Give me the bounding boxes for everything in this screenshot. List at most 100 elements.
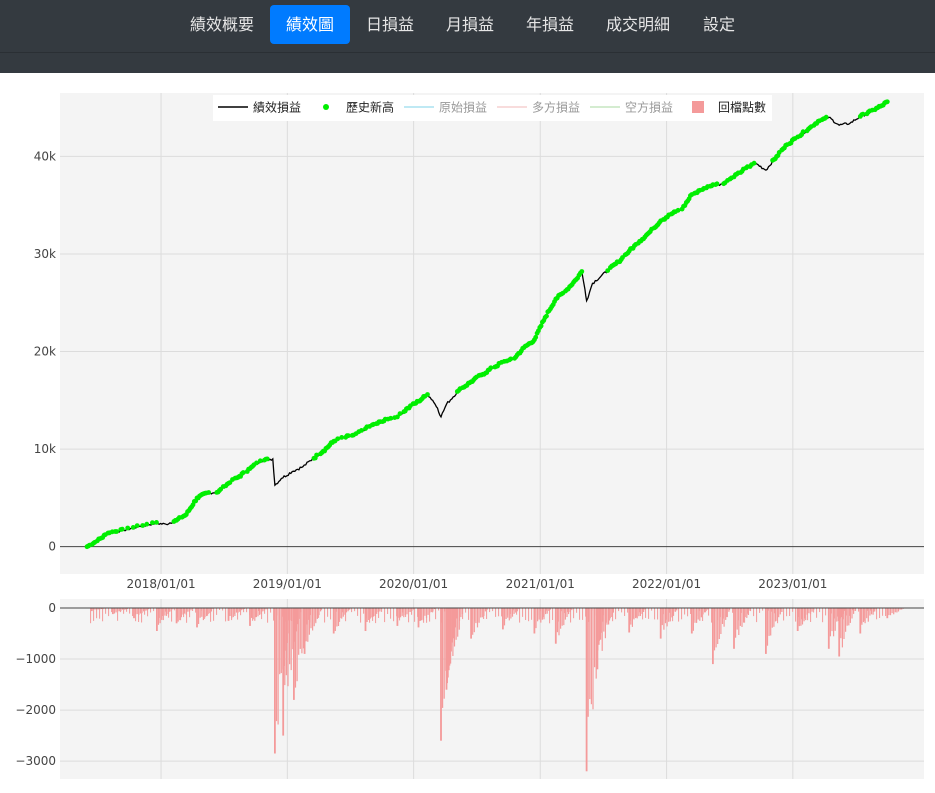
drawdown-bar [300, 608, 302, 613]
drawdown-bar [609, 608, 611, 621]
legend-label-new-high: 歷史新高 [346, 100, 394, 115]
drawdown-bar [265, 608, 267, 610]
tab-performance-chart[interactable]: 績效圖 [270, 5, 350, 44]
drawdown-bar [294, 608, 296, 620]
tab-settings[interactable]: 設定 [702, 15, 735, 34]
drawdown-bar [443, 608, 445, 699]
drawdown-bar [441, 608, 443, 623]
drawdown-bar [741, 608, 743, 613]
drawdown-bar [744, 608, 746, 623]
drawdown-bar [855, 608, 857, 611]
drawdown-bar [549, 608, 551, 610]
drawdown-bar [156, 608, 158, 631]
drawdown-bar [141, 608, 143, 623]
x-tick-label: 2018/01/01 [126, 577, 195, 591]
drawdown-bar [165, 608, 168, 616]
drawdown-bar [844, 608, 846, 611]
drawdown-bar [699, 608, 701, 621]
drawdown-bar [379, 608, 381, 612]
tab-daily-pnl[interactable]: 日損益 [365, 15, 414, 34]
drawdown-bar [252, 608, 254, 621]
drawdown-bar [585, 608, 587, 617]
drawdown-bar [533, 608, 536, 634]
drawdown-bar [552, 608, 554, 620]
drawdown-bar [442, 608, 444, 708]
drawdown-bar [372, 608, 374, 621]
drawdown-bar [707, 608, 709, 610]
tab-monthly-pnl[interactable]: 月損益 [445, 15, 494, 34]
drawdown-bar [825, 608, 827, 616]
drawdown-bar [869, 608, 871, 616]
drawdown-bar [199, 608, 201, 618]
drawdown-bar [360, 608, 362, 623]
drawdown-bar [838, 608, 841, 657]
drawdown-bar [874, 608, 876, 612]
drawdown-bar [567, 608, 569, 612]
legend-label-long-pnl: 多方損益 [532, 100, 580, 115]
main-plot-background [60, 93, 924, 574]
drawdown-bar [841, 608, 843, 618]
drawdown-bar [801, 608, 803, 620]
drawdown-bar [612, 608, 614, 622]
drawdown-bar [563, 608, 565, 626]
drawdown-bar [234, 608, 236, 615]
drawdown-bar [432, 608, 434, 613]
drawdown-bar [273, 608, 275, 621]
drawdown-bar [654, 608, 656, 620]
drawdown-bar [460, 608, 462, 618]
tab-yearly-pnl[interactable]: 年損益 [525, 15, 574, 34]
y-tick-label: −1000 [15, 652, 56, 666]
new-high-marker [154, 520, 159, 525]
drawdown-bar [182, 608, 184, 615]
drawdown-bar [324, 608, 326, 623]
drawdown-bar [866, 608, 868, 619]
drawdown-bar [690, 608, 692, 614]
drawdown-plot-background [60, 599, 924, 779]
drawdown-bar [144, 608, 146, 611]
drawdown-bar [573, 608, 575, 619]
tab-trade-details[interactable]: 成交明細 [605, 15, 670, 34]
drawdown-bar [738, 608, 740, 635]
legend-item-new-high[interactable]: 歷史新高 [323, 100, 394, 115]
drawdown-bar [316, 608, 318, 619]
drawdown-bar [515, 608, 517, 613]
tab-performance-overview[interactable]: 績效概要 [189, 15, 254, 34]
drawdown-bar [834, 608, 836, 631]
drawdown-bar [718, 608, 720, 639]
drawdown-bar [837, 608, 839, 617]
drawdown-bar [192, 608, 194, 611]
drawdown-bar [231, 608, 233, 621]
drawdown-bar [669, 608, 671, 613]
drawdown-bar [804, 608, 806, 619]
drawdown-bar [720, 608, 722, 618]
drawdown-bar [390, 608, 392, 619]
drawdown-bar [327, 608, 329, 617]
drawdown-bar [591, 608, 593, 611]
drawdown-bar [405, 608, 407, 617]
drawdown-bar [307, 608, 309, 642]
drawdown-bar [462, 608, 464, 620]
new-high-marker [508, 356, 514, 362]
legend-item-drawdown[interactable]: 回檔點數 [692, 101, 766, 115]
drawdown-bar [435, 608, 437, 620]
drawdown-bar [183, 608, 185, 618]
drawdown-bar [232, 608, 234, 618]
drawdown-bar [783, 608, 785, 621]
drawdown-bar [792, 608, 794, 612]
legend-item-long-pnl[interactable]: 多方損益 [497, 100, 580, 115]
drawdown-bar [371, 608, 373, 618]
drawdown-bar [601, 608, 603, 651]
drawdown-bar [168, 608, 170, 618]
drawdown-bar [725, 608, 727, 620]
legend-item-raw-pnl[interactable]: 原始損益 [404, 100, 487, 115]
drawdown-bar [590, 608, 592, 705]
x-tick-label: 2022/01/01 [632, 577, 701, 591]
legend-item-equity[interactable]: 績效損益 [218, 100, 301, 115]
drawdown-bar [93, 608, 95, 621]
drawdown-bar [364, 608, 367, 631]
legend-item-short-pnl[interactable]: 空方損益 [590, 100, 673, 115]
drawdown-bar [502, 608, 504, 630]
drawdown-bar [363, 608, 365, 614]
drawdown-bar [891, 608, 893, 614]
drawdown-bar [157, 608, 160, 625]
